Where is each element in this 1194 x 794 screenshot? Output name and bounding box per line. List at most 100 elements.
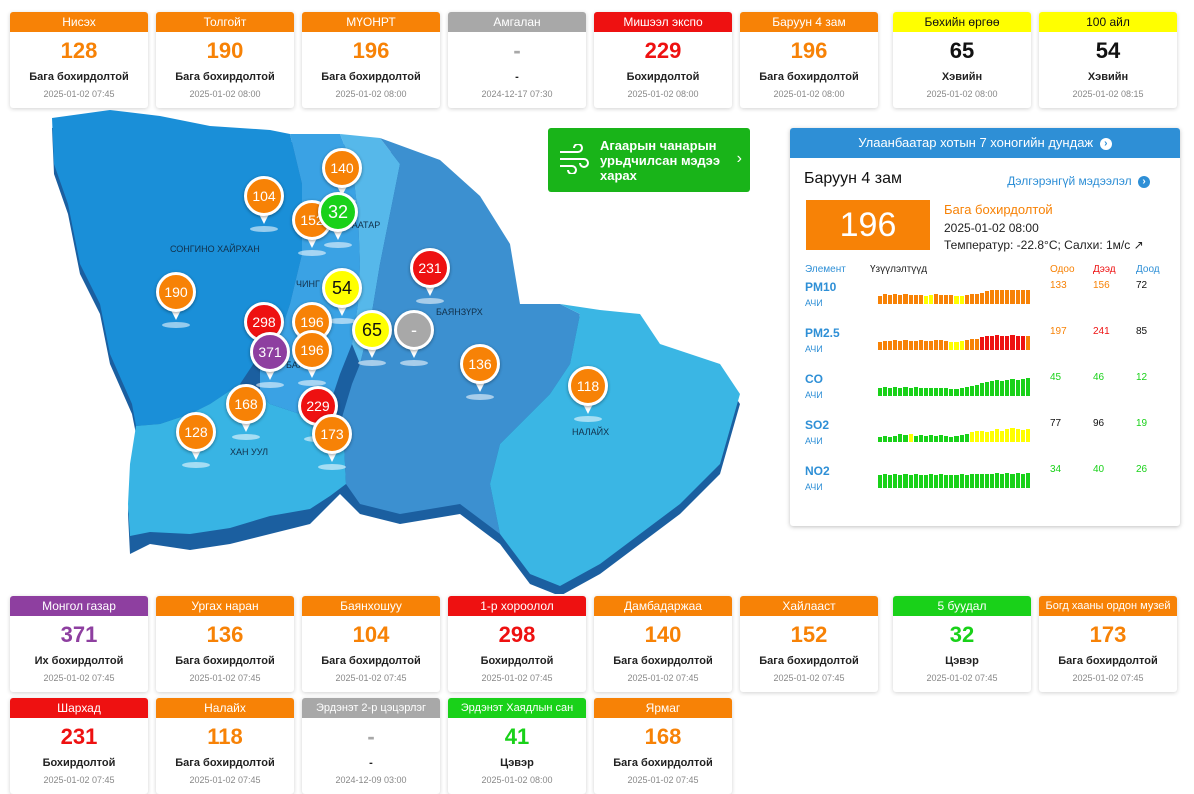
trend-bar — [939, 340, 944, 350]
district-label: БАЯНЗҮРХ — [436, 307, 483, 317]
trend-bar — [939, 295, 944, 304]
trend-bar — [990, 381, 995, 396]
pin-shadow — [466, 394, 494, 400]
station-card[interactable]: Дамбадаржаа 140 Бага бохирдолтой 2025-01-02… — [594, 596, 732, 692]
station-card[interactable]: 5 буудал 32 Цэвэр 2025-01-02 07:45 — [893, 596, 1031, 692]
trend-bar — [1020, 290, 1025, 304]
map-pin[interactable]: 54 — [322, 268, 362, 326]
element-unit: АЧИ — [805, 344, 823, 354]
station-card[interactable]: Эрдэнэт Хаядлын сан 41 Цэвэр 2025-01-02 08:… — [448, 698, 586, 794]
map-pin[interactable]: 196 — [292, 330, 332, 388]
station-card[interactable]: Амгалан - - 2024-12-17 07:30 — [448, 12, 586, 108]
station-card[interactable]: 100 айл 54 Хэвийн 2025-01-02 08:15 — [1039, 12, 1177, 108]
trend-bar — [944, 475, 949, 488]
weekly-average-link[interactable]: Улаанбаатар хотын 7 хоногийн дундаж › — [790, 128, 1180, 158]
trend-bar — [969, 474, 974, 488]
trend-bar — [913, 436, 918, 442]
station-name: 100 айл — [1039, 12, 1177, 32]
aqi-status: Цэвэр — [945, 655, 979, 667]
pin-shadow — [358, 360, 386, 366]
station-card[interactable]: МҮОНРТ 196 Бага бохирдолтой 2025-01-02 08:0… — [302, 12, 440, 108]
station-card[interactable]: Налайх 118 Бага бохирдолтой 2025-01-02 07:4… — [156, 698, 294, 794]
pin-value: 65 — [352, 310, 392, 350]
aqi-status: Их бохирдолтой — [34, 655, 124, 667]
trend-bar — [883, 341, 888, 350]
map-pin[interactable]: 104 — [244, 176, 284, 234]
station-card[interactable]: Бөхийн өргөө 65 Хэвийн 2025-01-02 08:00 — [893, 12, 1031, 108]
station-card[interactable]: Шархад 231 Бохирдолтой 2025-01-02 07:45 — [10, 698, 148, 794]
district-map: СОНГИНО ХАЙРХАН БАЯНЗҮРХ НАЛАЙХ ХАН УУЛ БАЯ Ч… — [40, 104, 760, 596]
trend-bar — [918, 475, 923, 488]
pin-value: 118 — [568, 366, 608, 406]
chevron-circle-icon: › — [1099, 137, 1112, 150]
pin-value: 104 — [244, 176, 284, 216]
map-pin[interactable]: 128 — [176, 412, 216, 470]
element-name: PM2.5 — [805, 326, 840, 340]
trend-bar — [1000, 336, 1005, 350]
map-pin[interactable]: 118 — [568, 366, 608, 424]
value-now: 133 — [1050, 280, 1067, 291]
trend-bar — [974, 339, 979, 350]
station-name: Бөхийн өргөө — [893, 12, 1031, 32]
station-card[interactable]: Эрдэнэт 2-р цэцэрлэг - - 2024-12-09 03:00 — [302, 698, 440, 794]
station-card[interactable]: Ургах наран 136 Бага бохирдолтой 2025-01-02… — [156, 596, 294, 692]
trend-bar — [893, 294, 898, 304]
station-card[interactable]: Ярмаг 168 Бага бохирдолтой 2025-01-02 07:45 — [594, 698, 732, 794]
value-max: 156 — [1093, 280, 1110, 291]
value-max: 241 — [1093, 326, 1110, 337]
map-pin[interactable]: 173 — [312, 414, 352, 472]
value-max: 96 — [1093, 418, 1105, 429]
trend-bar — [913, 474, 918, 488]
element-unit: АЧИ — [805, 390, 823, 400]
col-element: Элемент — [805, 264, 846, 275]
map-pin[interactable]: 136 — [460, 344, 500, 402]
element-unit: АЧИ — [805, 482, 823, 492]
station-card[interactable]: Мишээл экспо 229 Бохирдолтой 2025-01-02 08:… — [594, 12, 732, 108]
map-pin[interactable]: - — [394, 310, 434, 368]
trend-bar — [913, 295, 918, 304]
trend-bar — [939, 435, 944, 442]
map-pin[interactable]: 32 — [318, 192, 358, 250]
map-pin[interactable]: 65 — [352, 310, 392, 368]
aqi-status: Бохирдолтой — [626, 71, 700, 83]
aqi-status: Бага бохирдолтой — [944, 202, 1053, 217]
station-card[interactable]: Богд хааны ордон музей 173 Бага бохирдолто… — [1039, 596, 1177, 692]
trend-bar — [995, 290, 1000, 304]
station-name: Мишээл экспо — [594, 12, 732, 32]
aqi-value: 298 — [498, 622, 536, 647]
station-name: Амгалан — [448, 12, 586, 32]
aqi-status: Бага бохирдолтой — [29, 71, 129, 83]
district-label: НАЛАЙХ — [572, 427, 610, 437]
aqi-value: 118 — [207, 724, 243, 749]
trend-bar — [964, 434, 969, 442]
map-pin[interactable]: 371 — [250, 332, 290, 390]
aqi-value: 168 — [644, 724, 682, 749]
station-card[interactable]: Хайлааст 152 Бага бохирдолтой 2025-01-02 07… — [740, 596, 878, 692]
trend-bar — [1005, 473, 1010, 488]
map-pin[interactable]: 168 — [226, 384, 266, 442]
trend-bar — [949, 437, 954, 442]
trend-bar — [893, 436, 898, 442]
station-card[interactable]: Баянхошуу 104 Бага бохирдолтой 2025-01-02 0… — [302, 596, 440, 692]
pin-shadow — [232, 434, 260, 440]
station-name: Богд хааны ордон музей — [1039, 596, 1177, 616]
station-card[interactable]: Толгойт 190 Бага бохирдолтой 2025-01-02 08:… — [156, 12, 294, 108]
station-card[interactable]: 1-р хороолол 298 Бохирдолтой 2025-01-02 07:… — [448, 596, 586, 692]
timestamp: 2025-01-02 07:45 — [189, 775, 261, 785]
station-card[interactable]: Нисэх 128 Бага бохирдолтой 2025-01-02 07:45 — [10, 12, 148, 108]
station-card[interactable]: Баруун 4 зам 196 Бага бохирдолтой 2025-01-0… — [740, 12, 878, 108]
station-name: Толгойт — [156, 12, 294, 32]
col-now: Одоо — [1050, 264, 1075, 275]
trend-bar — [979, 431, 984, 442]
map-pin[interactable]: 190 — [156, 272, 196, 330]
trend-bar — [969, 432, 974, 442]
trend-bar — [990, 336, 995, 350]
aqi-status: Бохирдолтой — [480, 655, 554, 667]
trend-bar — [974, 385, 979, 396]
detail-link[interactable]: Дэлгэрэнгүй мэдээлэл › — [1007, 174, 1150, 188]
station-card[interactable]: Монгол газар 371 Их бохирдолтой 2025-01-02 … — [10, 596, 148, 692]
trend-bar — [949, 475, 954, 488]
trend-bar — [1015, 429, 1020, 442]
forecast-button[interactable]: Агаарын чанарын урьдчилсан мэдээ харах › — [548, 128, 750, 192]
map-pin[interactable]: 231 — [410, 248, 450, 306]
